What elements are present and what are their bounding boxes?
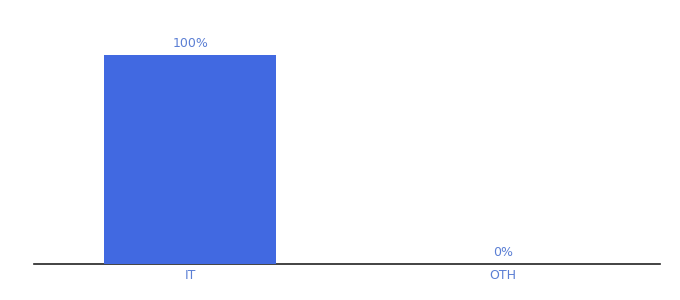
Bar: [105, 55, 276, 264]
Text: 0%: 0%: [493, 246, 513, 259]
Text: 100%: 100%: [173, 37, 208, 50]
